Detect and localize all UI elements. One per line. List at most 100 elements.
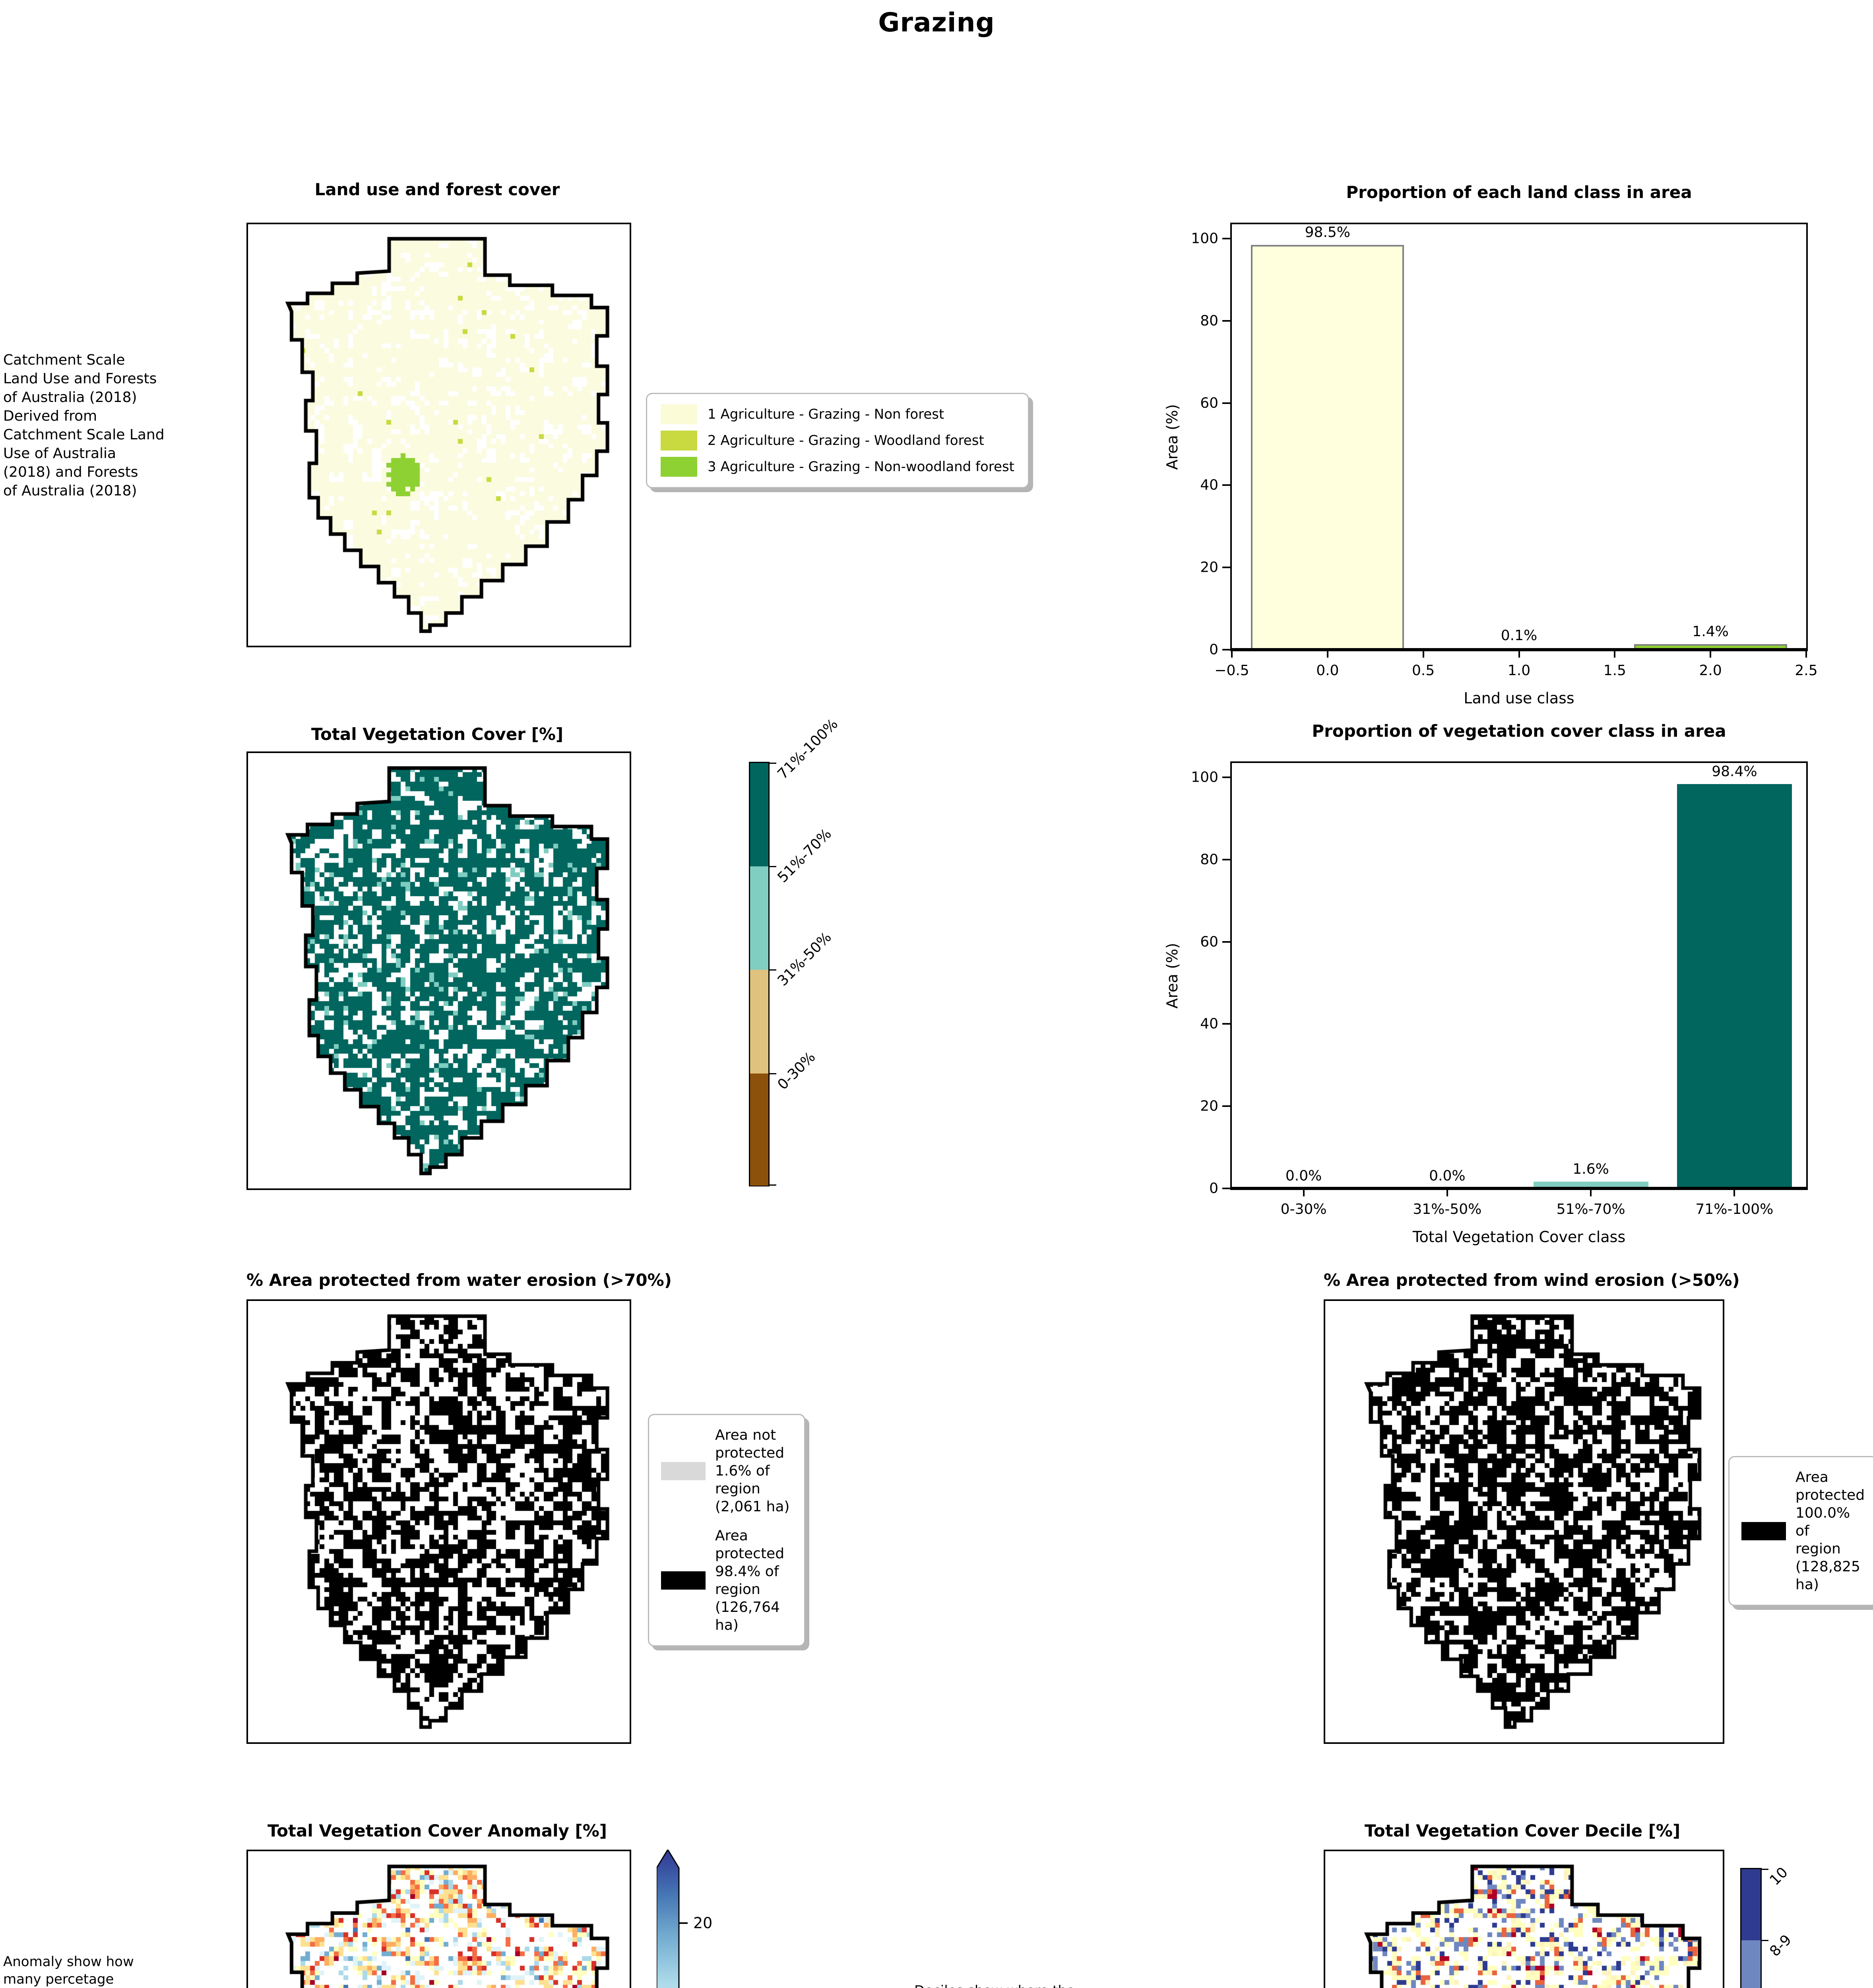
x-axis-line (1232, 1187, 1806, 1189)
legend-item: 3 Agriculture - Grazing - Non-woodland f… (661, 457, 1014, 477)
x-tick (1231, 650, 1233, 658)
wind-erosion-legend: Area protected 100.0% of region (128,825… (1728, 1456, 1873, 1606)
x-axis-label: Total Vegetation Cover class (1412, 1228, 1626, 1246)
x-tick (1733, 1188, 1735, 1196)
y-tick (1222, 320, 1230, 322)
colorbar-tick (768, 763, 776, 764)
legend-item: Area protected 100.0% of region (128,825… (1741, 1468, 1865, 1594)
x-axis-label: Land use class (1464, 689, 1574, 707)
colorbar-segment (750, 763, 768, 867)
veg-cover-bar-chart: Proportion of vegetation cover class in … (1163, 721, 1808, 1246)
colorbar-segment (750, 1073, 768, 1186)
x-tick-label: 1.0 (1507, 662, 1531, 679)
chart-title: Proportion of each land class in area (1346, 182, 1692, 202)
bar-value-label: 1.4% (1692, 623, 1729, 640)
wind-erosion-map-title: % Area protected from wind erosion (>50%… (1324, 1270, 1740, 1290)
y-tick (1222, 567, 1230, 569)
legend-label: Area protected 100.0% of region (128,825… (1795, 1469, 1865, 1593)
y-tick-label: 100 (1191, 230, 1218, 247)
anomaly-note: Anomaly show how many percetage points e… (3, 1954, 134, 1987)
colorbar-tick-label: 71%-100% (774, 716, 841, 782)
bar-value-label: 0.0% (1429, 1168, 1466, 1184)
x-tick (1326, 650, 1328, 658)
x-tick-label: 2.5 (1795, 662, 1818, 679)
land-use-map-title: Land use and forest cover (314, 180, 560, 199)
y-tick-label: 60 (1200, 395, 1218, 412)
x-tick-label: 71%-100% (1695, 1201, 1774, 1217)
y-tick (1222, 1188, 1230, 1189)
bar (1677, 784, 1792, 1188)
x-axis-line (1232, 648, 1806, 650)
colorbar-tick (1761, 1869, 1768, 1870)
x-tick (1446, 1188, 1448, 1196)
legend-swatch-non-woodland (661, 457, 697, 477)
land-class-bar-chart: Proportion of each land class in area 0 20… (1163, 182, 1818, 707)
legend-item: Area not protected 1.6% of region (2,061… (661, 1426, 792, 1516)
legend-swatch-woodland (661, 431, 697, 450)
y-tick (1222, 238, 1230, 240)
decile-map (1324, 1850, 1724, 1988)
x-tick-label: 51%-70% (1556, 1201, 1625, 1217)
x-tick (1710, 650, 1712, 658)
colorbar-segment (1741, 1940, 1761, 1988)
bar-value-label: 98.5% (1305, 224, 1351, 241)
water-erosion-map (246, 1299, 631, 1744)
x-tick (1805, 650, 1807, 658)
legend-swatch-protected (1741, 1522, 1786, 1540)
legend-label: Area protected 98.4% of region (126,764 … (715, 1528, 785, 1633)
x-tick-label: 0.0 (1316, 662, 1339, 679)
x-tick-label: 2.0 (1699, 662, 1722, 679)
x-tick (1518, 650, 1520, 658)
bar (1533, 1182, 1648, 1188)
colorbar-tick-label: 0-30% (774, 1048, 819, 1093)
legend-item: 1 Agriculture - Grazing - Non forest (661, 404, 1014, 424)
y-tick (1222, 1023, 1230, 1025)
bar-value-label: 1.6% (1572, 1161, 1609, 1178)
bar-value-label: 0.0% (1285, 1168, 1322, 1184)
legend-swatch-not-protected (661, 1462, 706, 1480)
anomaly-colorbar: 20100−10−20 (656, 1848, 776, 1988)
anomaly-map (246, 1850, 631, 1988)
y-tick-label: 40 (1200, 1015, 1218, 1032)
legend-swatch-non-forest (661, 404, 697, 424)
y-tick-label: 80 (1200, 851, 1218, 868)
x-tick (1590, 1188, 1592, 1196)
colorbar-tick (1761, 1940, 1768, 1941)
anomaly-map-title: Total Vegetation Cover Anomaly [%] (268, 1821, 607, 1840)
colorbar-segment (750, 866, 768, 971)
y-axis-label: Area (%) (1163, 943, 1181, 1009)
x-tick-label: 0-30% (1280, 1201, 1327, 1217)
colorbar-segment (1741, 1869, 1761, 1941)
colorbar-segment (750, 970, 768, 1074)
colorbar-tick (768, 1184, 776, 1186)
y-tick (1222, 858, 1230, 860)
legend-label: 1 Agriculture - Grazing - Non forest (708, 406, 944, 422)
land-use-note: Catchment Scale Land Use and Forests of … (3, 352, 165, 499)
veg-cover-colorbar: 71%-100% 51%-70% 31%-50% 0-30% (749, 716, 841, 1186)
land-use-map (246, 223, 631, 647)
y-tick (1222, 649, 1230, 650)
x-tick-label: 0.5 (1412, 662, 1435, 679)
svg-text:20: 20 (693, 1914, 712, 1932)
land-use-legend: 1 Agriculture - Grazing - Non forest 2 A… (646, 393, 1030, 488)
x-tick-label: 1.5 (1603, 662, 1626, 679)
colorbar-tick-label: 10 (1766, 1864, 1791, 1889)
legend-label: 3 Agriculture - Grazing - Non-woodland f… (708, 459, 1015, 475)
x-tick (1614, 650, 1616, 658)
y-tick-label: 20 (1200, 559, 1218, 576)
bar-value-label: 0.1% (1501, 627, 1538, 644)
y-tick (1222, 941, 1230, 943)
water-erosion-map-title: % Area protected from water erosion (>70… (246, 1270, 672, 1290)
y-tick (1222, 1105, 1230, 1107)
colorbar-tick-label: 8-9 (1766, 1932, 1795, 1960)
legend-swatch-protected (661, 1571, 706, 1590)
chart-title: Proportion of vegetation cover class in … (1312, 721, 1726, 741)
colorbar-tick (768, 1073, 776, 1074)
legend-label: 2 Agriculture - Grazing - Woodland fores… (708, 433, 984, 448)
wind-erosion-map (1324, 1299, 1724, 1744)
legend-item: 2 Agriculture - Grazing - Woodland fores… (661, 431, 1014, 450)
legend-item: Area protected 98.4% of region (126,764 … (661, 1527, 792, 1634)
bar-value-label: 98.4% (1712, 763, 1757, 780)
veg-cover-map (246, 751, 631, 1190)
veg-cover-map-title: Total Vegetation Cover [%] (311, 724, 564, 744)
